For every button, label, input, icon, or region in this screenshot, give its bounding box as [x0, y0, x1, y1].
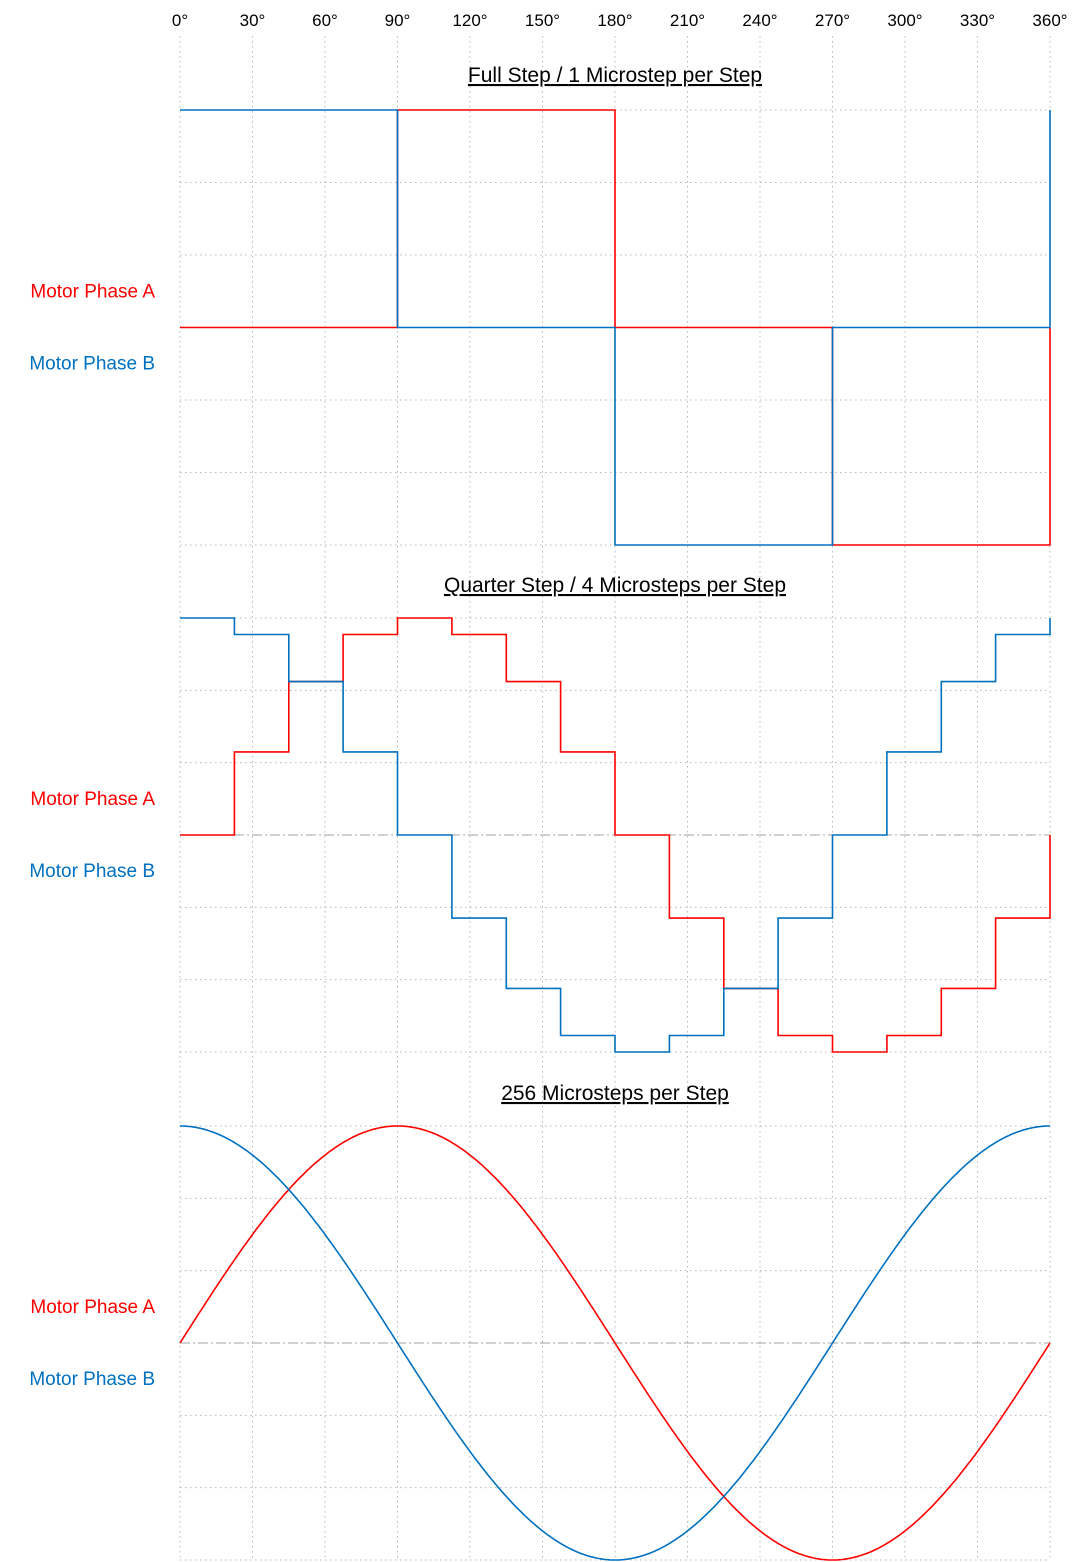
- panel-title-part: Full Step: [468, 64, 551, 87]
- x-tick-label: 180°: [597, 11, 632, 30]
- x-tick-label: 150°: [525, 11, 560, 30]
- phase-b-line: [180, 617, 1051, 1053]
- x-tick-label: 60°: [312, 11, 338, 30]
- x-tick-label: 300°: [887, 11, 922, 30]
- phase-a-label: Motor Phase A: [30, 282, 155, 303]
- x-tick-label: 120°: [452, 11, 487, 30]
- panel-title: 256 Microsteps per Step: [501, 1082, 729, 1105]
- phase-a-label: Motor Phase A: [30, 789, 155, 810]
- panel-title: Full Step / 1 Microstep per Step: [468, 64, 762, 87]
- panel-title-part: 4 Microsteps per Step: [582, 574, 786, 597]
- x-tick-label: 270°: [815, 11, 850, 30]
- x-tick-label: 90°: [385, 11, 411, 30]
- panel-title-part: /: [551, 64, 569, 87]
- x-tick-label: 240°: [742, 11, 777, 30]
- panel-title: Quarter Step / 4 Microsteps per Step: [444, 574, 786, 597]
- phase-b-label: Motor Phase B: [29, 1369, 155, 1390]
- panel-title-part: Quarter Step: [444, 574, 564, 597]
- panel-title-part: 256 Microsteps per Step: [501, 1082, 729, 1105]
- x-tick-label: 330°: [960, 11, 995, 30]
- phase-b-label: Motor Phase B: [29, 861, 155, 882]
- phase-b-line: [180, 1125, 1050, 1561]
- x-tick-label: 30°: [240, 11, 266, 30]
- x-tick-label: 210°: [670, 11, 705, 30]
- phase-a-label: Motor Phase A: [30, 1297, 155, 1318]
- phase-b-line: [180, 109, 1051, 546]
- x-tick-label: 0°: [172, 11, 188, 30]
- phase-a-line: [179, 1125, 1051, 1561]
- panel-title-part: 1 Microstep per Step: [568, 64, 762, 87]
- phase-a-line: [180, 617, 1051, 1053]
- x-tick-label: 360°: [1032, 11, 1067, 30]
- panel-title-part: /: [564, 574, 582, 597]
- phase-b-label: Motor Phase B: [29, 354, 155, 375]
